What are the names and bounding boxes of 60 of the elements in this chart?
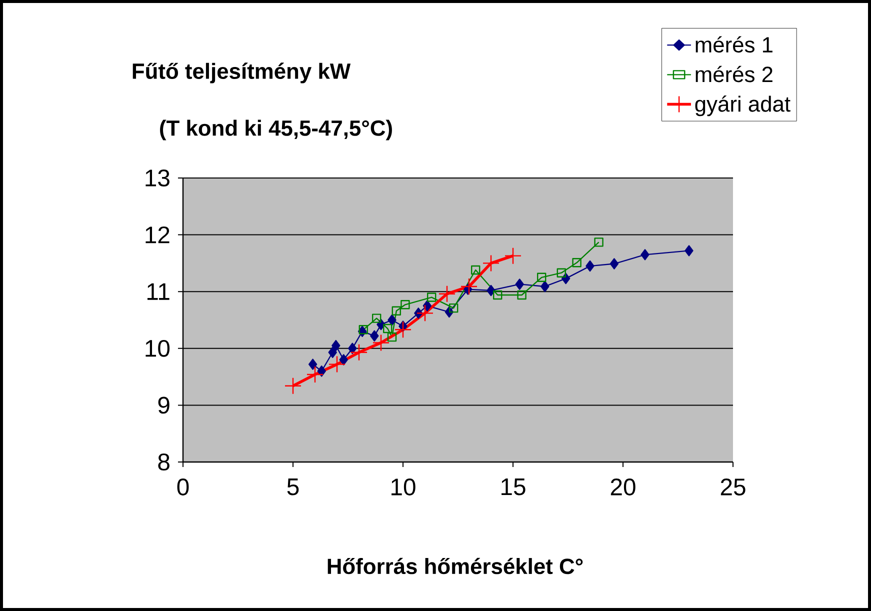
x-tick-label: 0 xyxy=(177,478,189,496)
point xyxy=(387,332,397,342)
point xyxy=(383,324,392,334)
chart-subtitle: (T kond ki 45,5-47,5°C) xyxy=(160,120,392,140)
point xyxy=(350,344,368,361)
point xyxy=(358,325,368,334)
point xyxy=(684,245,694,256)
point xyxy=(416,304,434,322)
x-tick-label: 10 xyxy=(392,478,416,496)
chart-title: Fűtő teljesítmény kW xyxy=(132,62,351,84)
x-tick-label: 15 xyxy=(502,478,526,496)
point xyxy=(339,354,348,366)
point xyxy=(486,284,496,296)
point xyxy=(460,278,478,296)
point xyxy=(306,366,324,384)
point xyxy=(284,377,302,394)
point xyxy=(427,292,436,302)
x-axis-title: Hőforrás hőmérséklet C° xyxy=(328,558,583,574)
point xyxy=(515,278,524,290)
point xyxy=(332,340,340,352)
point xyxy=(640,249,650,260)
y-tick-label: 11 xyxy=(147,283,170,300)
y-tick-label: 13 xyxy=(146,170,170,186)
legend-label: mérés 1 xyxy=(696,36,772,53)
point xyxy=(556,268,566,278)
point xyxy=(317,366,326,377)
x-tick-label: 5 xyxy=(287,478,299,496)
point xyxy=(540,280,550,292)
x-tick-label: 20 xyxy=(610,478,636,496)
point xyxy=(308,358,318,370)
point xyxy=(482,254,500,272)
point xyxy=(400,300,410,310)
legend-label: gyári adat xyxy=(695,95,790,116)
point xyxy=(610,258,619,270)
point xyxy=(586,260,594,272)
point xyxy=(370,330,379,342)
point xyxy=(372,334,390,352)
point xyxy=(493,290,502,300)
x-tick-label: 25 xyxy=(720,478,746,496)
point xyxy=(537,272,546,282)
point xyxy=(572,258,582,268)
point xyxy=(594,238,604,247)
y-tick-label: 9 xyxy=(158,396,170,414)
point xyxy=(517,290,526,300)
point xyxy=(372,314,382,323)
point xyxy=(328,356,346,373)
point xyxy=(388,314,396,326)
point xyxy=(394,321,412,338)
y-tick-label: 12 xyxy=(146,226,170,244)
point xyxy=(328,346,337,358)
point xyxy=(449,303,458,313)
y-tick-label: 8 xyxy=(158,454,170,470)
point xyxy=(438,285,456,302)
point xyxy=(392,306,401,316)
point xyxy=(348,342,357,354)
y-tick-label: 10 xyxy=(146,340,170,357)
point xyxy=(504,247,522,264)
point xyxy=(422,300,432,312)
legend-label: mérés 2 xyxy=(696,66,772,82)
point xyxy=(471,265,480,275)
